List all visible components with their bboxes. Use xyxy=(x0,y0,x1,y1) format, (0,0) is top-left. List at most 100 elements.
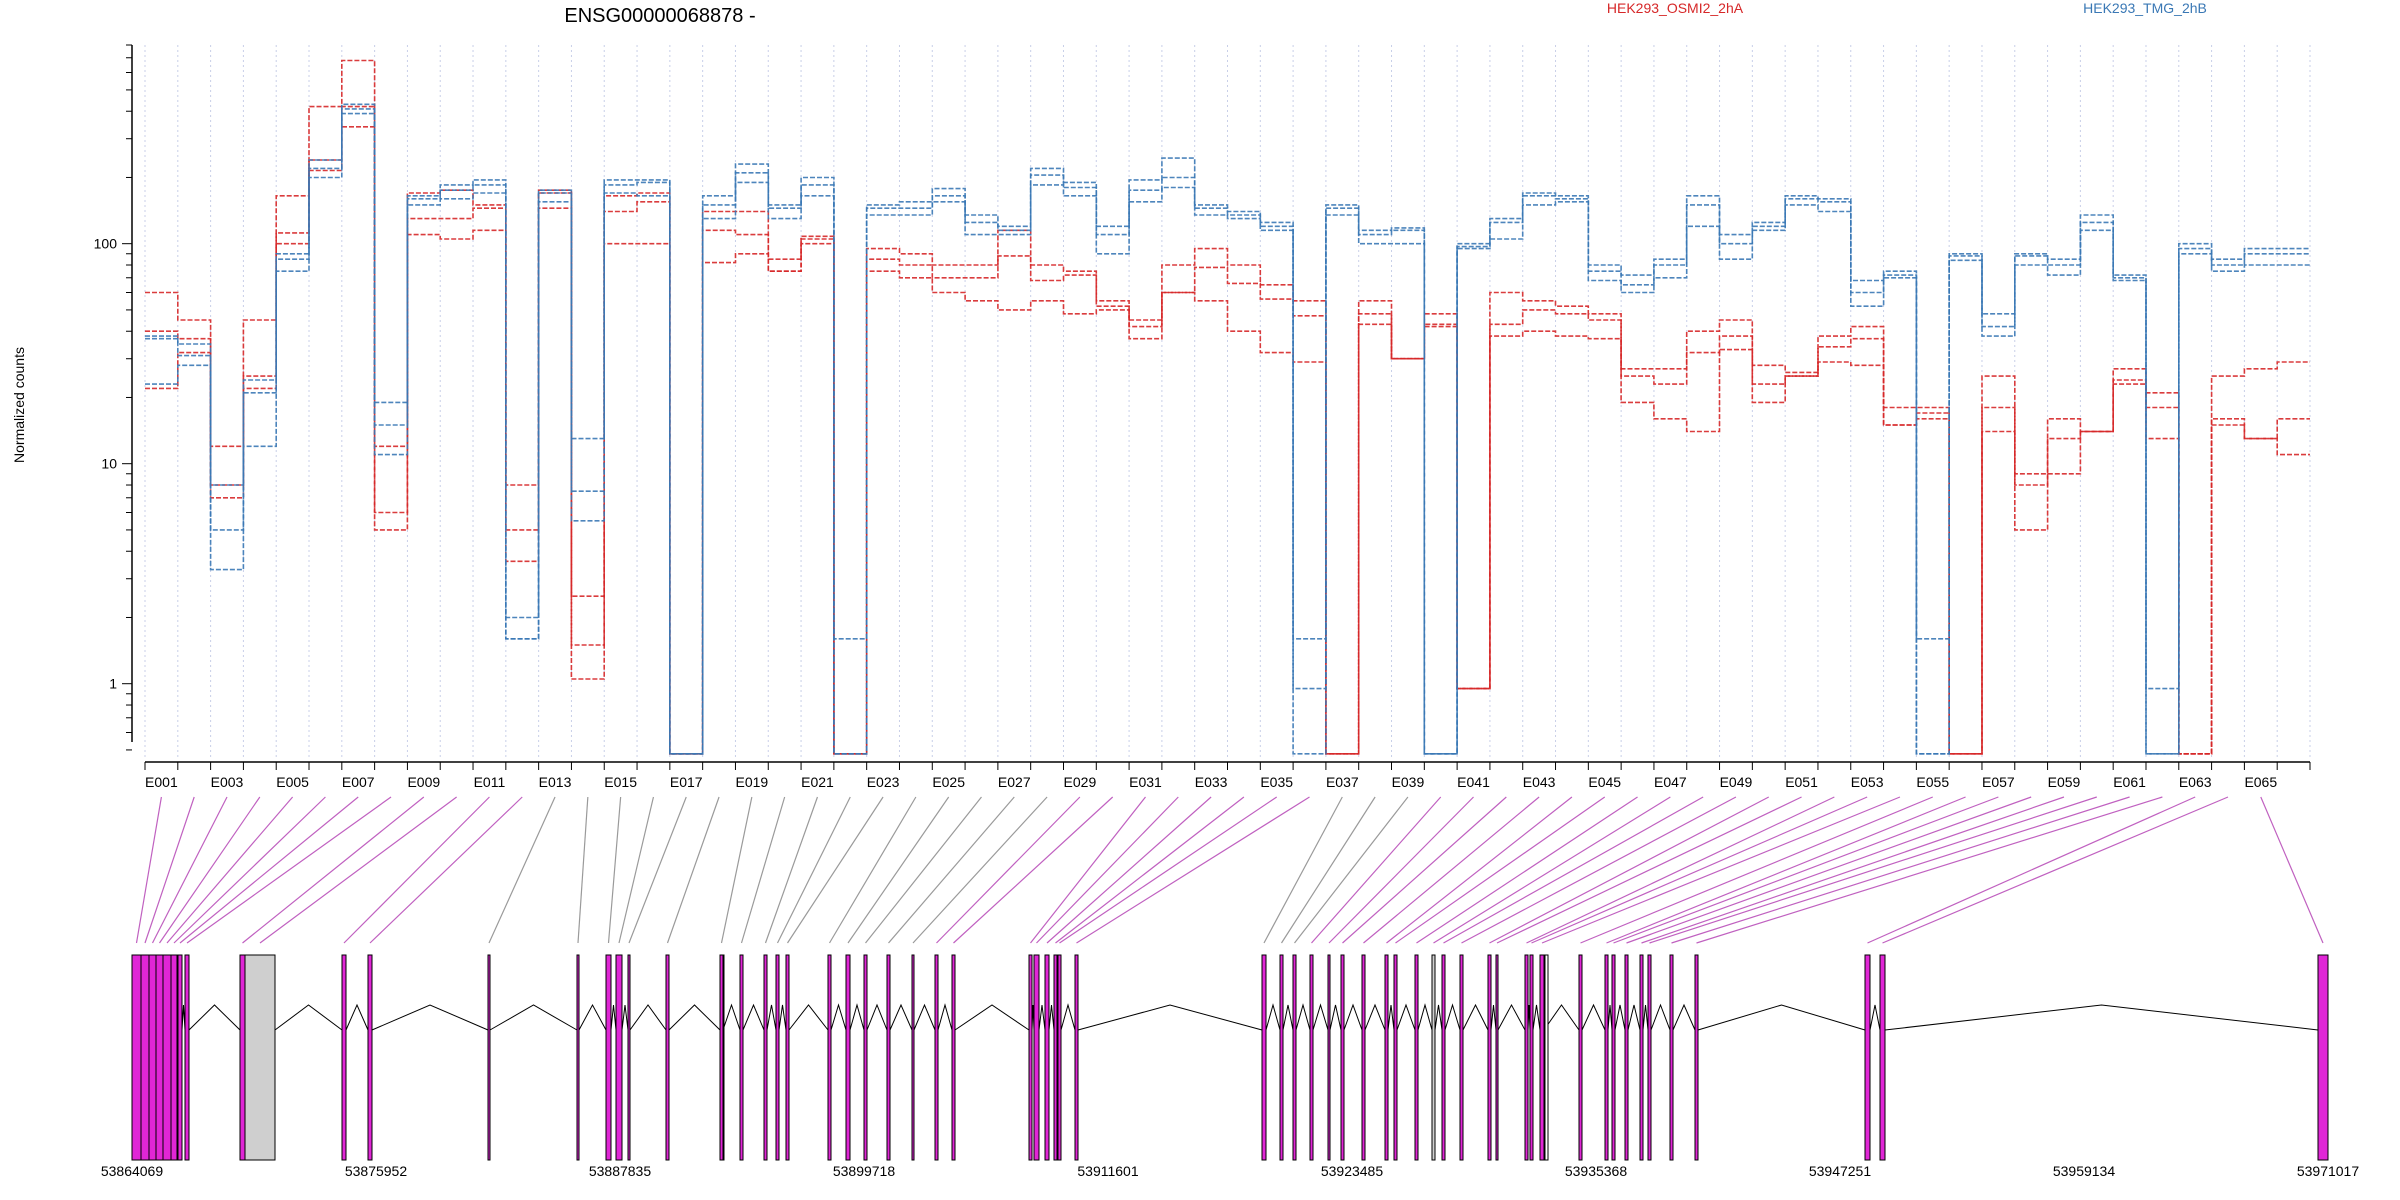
connector-line xyxy=(618,796,655,944)
connector-line xyxy=(1649,796,2097,944)
exon-block-outline xyxy=(1544,954,1549,1161)
intron-line xyxy=(1343,1003,1363,1031)
exon-block xyxy=(1074,954,1079,1161)
intron-line xyxy=(1672,1003,1696,1031)
intron-line xyxy=(1364,1003,1386,1031)
exon-block xyxy=(148,954,157,1161)
x-tick-label: E049 xyxy=(1720,774,1753,790)
exon-block xyxy=(845,954,851,1161)
exon-block xyxy=(177,954,183,1161)
genome-axis-label: 53971017 xyxy=(2297,1163,2360,1179)
connector-line xyxy=(953,796,1114,944)
connector-line xyxy=(1641,796,2065,944)
exon-block xyxy=(1578,954,1583,1161)
connector-line xyxy=(179,796,359,944)
exon-block xyxy=(1044,954,1050,1161)
genome-axis-label: 53875952 xyxy=(345,1163,408,1179)
connector-line xyxy=(242,796,425,944)
exon-block xyxy=(131,954,142,1161)
intron-line xyxy=(1497,1003,1526,1031)
x-tick-label: E025 xyxy=(932,774,965,790)
intron-line xyxy=(1581,1003,1606,1031)
intron-line xyxy=(1642,1004,1649,1031)
exon-block xyxy=(1309,954,1314,1161)
exon-block xyxy=(951,954,956,1161)
x-tick-label: E061 xyxy=(2113,774,2146,790)
connector-line xyxy=(1496,796,1802,944)
intron-line xyxy=(1532,1004,1541,1031)
exon-block xyxy=(1033,954,1040,1161)
exon-block xyxy=(1487,954,1492,1161)
connector-line xyxy=(786,796,884,944)
connector-line xyxy=(936,796,1081,944)
exon-block xyxy=(605,954,612,1161)
x-tick-label: E035 xyxy=(1260,774,1293,790)
intron-line xyxy=(489,1004,578,1031)
x-tick-label: E065 xyxy=(2244,774,2277,790)
connector-line xyxy=(1030,796,1146,944)
intron-line xyxy=(1060,1003,1076,1031)
x-axis: E001 E003 E005 E007 E009 E011 E013 E015 E017 E019… xyxy=(144,761,2311,790)
genome-axis-label: 53947251 xyxy=(1809,1163,1872,1179)
intron-line xyxy=(274,1004,343,1031)
genome-axis-label: 53923485 xyxy=(1321,1163,1384,1179)
connector-line xyxy=(764,796,819,944)
intron-line xyxy=(830,1003,847,1031)
connector-line xyxy=(259,796,457,944)
exon-block xyxy=(170,954,178,1161)
intron-line xyxy=(1607,1004,1613,1031)
connector-line xyxy=(912,796,1048,944)
exon-block xyxy=(487,954,491,1161)
connector-line xyxy=(1416,796,1638,944)
exon-block xyxy=(863,954,868,1161)
exon-block xyxy=(1459,954,1464,1161)
x-tick-label: E013 xyxy=(539,774,572,790)
connector-line xyxy=(159,796,261,944)
connector-line xyxy=(666,796,720,944)
connector-line xyxy=(607,796,622,944)
intron-line xyxy=(1884,1004,2319,1031)
x-tick-label: E021 xyxy=(801,774,834,790)
x-tick-label: E051 xyxy=(1785,774,1818,790)
exon-block xyxy=(1414,954,1419,1161)
connector-line xyxy=(1443,796,1704,944)
connector-line xyxy=(1342,796,1507,944)
intron-line xyxy=(610,1004,617,1031)
connector-line xyxy=(135,796,162,944)
connector-line xyxy=(1433,796,1671,944)
genome-axis-label: 53864069 xyxy=(101,1163,164,1179)
exon-block xyxy=(775,954,780,1161)
connector-line xyxy=(1606,796,1966,944)
connector-line xyxy=(740,796,786,944)
exon-block xyxy=(1279,954,1284,1161)
exon-block xyxy=(763,954,768,1161)
x-tick-label: E029 xyxy=(1064,774,1097,790)
genome-axis-label: 53899718 xyxy=(833,1163,896,1179)
connector-line xyxy=(1461,796,1737,944)
connector-line xyxy=(1363,796,1540,944)
exon-block xyxy=(1694,954,1699,1161)
intron-line xyxy=(954,1004,1030,1031)
x-tick-label: E055 xyxy=(1916,774,1949,790)
exon-block xyxy=(140,954,150,1161)
intron-line xyxy=(188,1004,241,1031)
connector-line xyxy=(1613,796,1999,944)
intron-line xyxy=(578,1003,607,1031)
connector-line xyxy=(166,796,294,944)
exon-block xyxy=(2317,954,2329,1161)
x-tick-label: E043 xyxy=(1523,774,1556,790)
intron-line xyxy=(742,1003,765,1031)
intron-line xyxy=(1387,1004,1395,1031)
connector-line xyxy=(1696,796,2163,944)
exon-block xyxy=(576,954,580,1161)
intron-line xyxy=(629,1004,667,1031)
exon-block xyxy=(239,954,246,1161)
exon-block xyxy=(341,954,347,1161)
x-tick-label: E057 xyxy=(1982,774,2015,790)
connector-line xyxy=(1580,796,1933,944)
x-tick-label: E053 xyxy=(1851,774,1884,790)
exon-block xyxy=(1292,954,1297,1161)
exon-block xyxy=(1864,954,1871,1161)
x-tick-label: E011 xyxy=(474,774,506,790)
exon-block xyxy=(244,954,276,1161)
